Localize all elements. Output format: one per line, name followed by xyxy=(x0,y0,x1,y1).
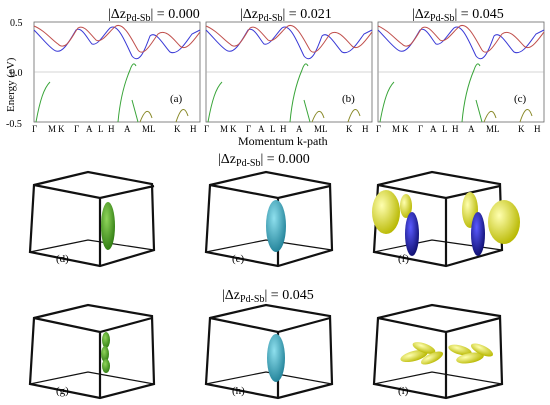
energy-axis-label: Energy (eV) xyxy=(5,57,17,112)
kpath-label: K xyxy=(58,124,65,134)
fermi-surface-cyan-e xyxy=(266,200,286,252)
kpath-label: A xyxy=(258,124,265,134)
band-structure-row: Energy (eV) 0.5 0.0 -0.5 |ΔzPd-Sb| = 0.0… xyxy=(5,7,545,148)
ytick-bottom: -0.5 xyxy=(6,119,22,130)
panel-title-a: |ΔzPd-Sb| = 0.000 xyxy=(108,7,200,24)
kpath-label: K xyxy=(346,124,353,134)
fermi-pockets-f xyxy=(372,190,520,256)
band-panel-b: |ΔzPd-Sb| = 0.021 (b) xyxy=(205,7,373,123)
kpath-label: K xyxy=(402,124,409,134)
kpath-label: Γ xyxy=(376,124,381,134)
kpath-label: A xyxy=(296,124,303,134)
kpath-label: H xyxy=(108,124,115,134)
kpath-label: H xyxy=(534,124,541,134)
kpath-label: K xyxy=(174,124,181,134)
momentum-axis-label: Momentum k-path xyxy=(238,134,328,148)
row1-title: |ΔzPd-Sb| = 0.000 xyxy=(218,152,310,169)
kpath-label: Γ xyxy=(74,124,79,134)
kpath-label: Γ xyxy=(246,124,251,134)
band-panel-a: |ΔzPd-Sb| = 0.000 (a) xyxy=(33,7,201,123)
fermi-surface-green-d xyxy=(101,202,115,250)
fermi-surface-cyan-h xyxy=(267,334,285,382)
kpath-label: M xyxy=(220,124,228,134)
panel-title-c: |ΔzPd-Sb| = 0.045 xyxy=(412,7,504,24)
panel-tag-h: (h) xyxy=(232,385,245,397)
kpath-label: H xyxy=(190,124,197,134)
panel-tag-e: (e) xyxy=(232,253,245,265)
bz-box-i xyxy=(372,303,504,400)
kpath-label-row: Γ M K Γ A L H A ML K H Γ M K Γ A L H A ML K H Γ M K Γ A L H A ML K H xyxy=(32,124,541,134)
kpath-label: K xyxy=(230,124,237,134)
ytick-top: 0.5 xyxy=(10,18,23,29)
panel-tag-b: (b) xyxy=(342,93,355,105)
kpath-label: M xyxy=(392,124,400,134)
fermi-surface-green-g xyxy=(101,332,110,373)
ytick-mid: 0.0 xyxy=(10,68,23,79)
kpath-label: L xyxy=(98,124,104,134)
kpath-label: A xyxy=(430,124,437,134)
fermi-surface-row-1 xyxy=(28,170,504,268)
panel-tag-c: (c) xyxy=(514,93,527,105)
fermi-surface-row-2 xyxy=(28,303,504,400)
panel-title-b: |ΔzPd-Sb| = 0.021 xyxy=(240,7,332,24)
kpath-label: Γ xyxy=(32,124,37,134)
kpath-label: Γ xyxy=(204,124,209,134)
panel-tag-i: (i) xyxy=(398,385,409,397)
kpath-label: Γ xyxy=(418,124,423,134)
panel-tag-d: (d) xyxy=(56,253,69,265)
bz-box-g xyxy=(28,303,156,400)
kpath-label: H xyxy=(362,124,369,134)
kpath-label: ML xyxy=(486,124,500,134)
row2-title: |ΔzPd-Sb| = 0.045 xyxy=(222,288,314,305)
kpath-label: ML xyxy=(142,124,156,134)
kpath-label: H xyxy=(452,124,459,134)
kpath-label: K xyxy=(518,124,525,134)
kpath-label: M xyxy=(48,124,56,134)
kpath-label: L xyxy=(270,124,276,134)
kpath-label: L xyxy=(442,124,448,134)
kpath-label: H xyxy=(280,124,287,134)
bz-box-d xyxy=(28,170,156,268)
fermi-pockets-i xyxy=(400,342,494,365)
kpath-label: ML xyxy=(314,124,328,134)
kpath-label: A xyxy=(124,124,131,134)
kpath-label: A xyxy=(468,124,475,134)
band-panel-c: |ΔzPd-Sb| = 0.045 (c) xyxy=(377,7,545,123)
kpath-label: A xyxy=(86,124,93,134)
panel-tag-g: (g) xyxy=(56,385,69,397)
panel-tag-a: (a) xyxy=(170,93,183,105)
panel-tag-f: (f) xyxy=(398,253,409,265)
